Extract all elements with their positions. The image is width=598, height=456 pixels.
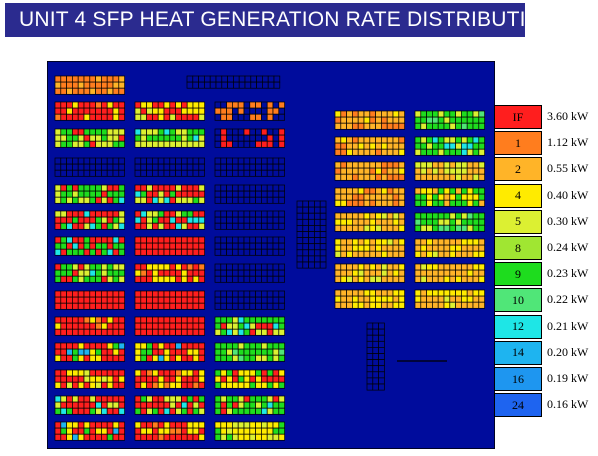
rack-block — [54, 75, 125, 95]
rack-block — [334, 289, 405, 309]
rack-block — [54, 421, 125, 441]
spent-fuel-pool-map — [47, 61, 495, 449]
legend-row: 10 0.22 kW — [494, 288, 598, 313]
rack-block — [214, 395, 285, 415]
rack-block — [214, 263, 285, 283]
rack-block — [414, 289, 485, 309]
legend-value: 0.40 kW — [547, 187, 589, 202]
legend-swatch: 10 — [494, 288, 542, 313]
rack-block — [214, 157, 285, 177]
rack-block — [214, 236, 285, 256]
legend-value: 0.19 kW — [547, 371, 589, 385]
legend-value: 0.21 kW — [547, 318, 589, 333]
legend-row: 8 0.24 kW — [494, 236, 598, 260]
rack-block — [334, 187, 405, 207]
rack-block — [334, 263, 405, 283]
legend-row: 9 0.23 kW — [494, 262, 598, 287]
rack-block — [54, 263, 125, 283]
legend-swatch: 16 — [494, 367, 542, 391]
legend-value: 0.22 kW — [547, 292, 589, 307]
rack-block — [134, 421, 205, 441]
rack-block — [214, 128, 285, 148]
legend-value: 0.55 kW — [547, 161, 589, 176]
rack-block — [134, 128, 205, 148]
legend-row: IF 3.60 kW — [494, 105, 598, 129]
rack-block — [366, 322, 385, 391]
rack-block — [54, 101, 125, 121]
rack-block — [54, 342, 125, 362]
legend-value: 0.24 kW — [547, 240, 589, 254]
rack-block — [54, 210, 125, 230]
rack-block — [134, 236, 205, 256]
rack-block — [296, 200, 327, 269]
legend-value: 0.23 kW — [547, 266, 589, 281]
rack-block — [54, 369, 125, 389]
rack-block — [414, 238, 485, 258]
rack-block — [134, 263, 205, 283]
legend-swatch: 1 — [494, 131, 542, 156]
rack-block — [134, 369, 205, 389]
rack-block — [214, 316, 285, 336]
rack-block — [54, 157, 125, 177]
legend-row: 24 0.16 kW — [494, 393, 598, 418]
rack-block — [334, 212, 405, 232]
legend-swatch: 9 — [494, 262, 542, 287]
rack-block — [414, 136, 485, 156]
legend-value: 0.20 kW — [547, 344, 589, 359]
rack-block — [214, 342, 285, 362]
legend-row: 1 1.12 kW — [494, 131, 598, 156]
page-title: UNIT 4 SFP HEAT GENERATION RATE DISTRIBU… — [19, 8, 558, 31]
legend-value: 1.12 kW — [547, 135, 589, 150]
legend-swatch: 2 — [494, 157, 542, 182]
rack-block — [54, 184, 125, 204]
legend-value: 0.30 kW — [547, 213, 589, 228]
rack-block — [214, 369, 285, 389]
legend-swatch: 5 — [494, 209, 542, 234]
rack-block — [134, 395, 205, 415]
rack-block — [54, 316, 125, 336]
rack-block — [134, 316, 205, 336]
rack-block — [214, 184, 285, 204]
legend-swatch: 12 — [494, 314, 542, 339]
legend-swatch: 14 — [494, 340, 542, 365]
rack-block — [214, 290, 285, 310]
rack-block — [134, 290, 205, 310]
rack-block — [334, 110, 405, 130]
rack-block — [134, 101, 205, 121]
legend-swatch: IF — [494, 105, 542, 129]
legend-row: 4 0.40 kW — [494, 183, 598, 208]
legend-row: 5 0.30 kW — [494, 209, 598, 234]
rack-block — [54, 290, 125, 310]
rack-block — [414, 161, 485, 181]
legend-row: 14 0.20 kW — [494, 340, 598, 365]
rack-block — [214, 101, 285, 121]
rack-block — [414, 187, 485, 207]
rack-block — [334, 238, 405, 258]
rack-block — [54, 236, 125, 256]
legend-swatch: 4 — [494, 183, 542, 208]
legend-value: 0.16 kW — [547, 397, 589, 412]
title-bar: UNIT 4 SFP HEAT GENERATION RATE DISTRIBU… — [5, 3, 557, 37]
rack-block — [186, 75, 281, 89]
rack-block — [134, 184, 205, 204]
rack-block — [134, 210, 205, 230]
rack-block — [214, 210, 285, 230]
rack-block — [414, 110, 485, 130]
rack-block — [414, 263, 485, 283]
rack-block — [54, 395, 125, 415]
rack-block — [334, 161, 405, 181]
rack-block — [134, 342, 205, 362]
rack-block — [414, 212, 485, 232]
legend-value: 3.60 kW — [547, 109, 589, 123]
rack-block — [134, 157, 205, 177]
legend-swatch: 24 — [494, 393, 542, 418]
rack-block — [334, 136, 405, 156]
legend-swatch: 8 — [494, 236, 542, 260]
rack-block — [54, 128, 125, 148]
legend-row: 2 0.55 kW — [494, 157, 598, 182]
legend-row: 16 0.19 kW — [494, 367, 598, 391]
rack-block — [214, 421, 285, 441]
legend-row: 12 0.21 kW — [494, 314, 598, 339]
